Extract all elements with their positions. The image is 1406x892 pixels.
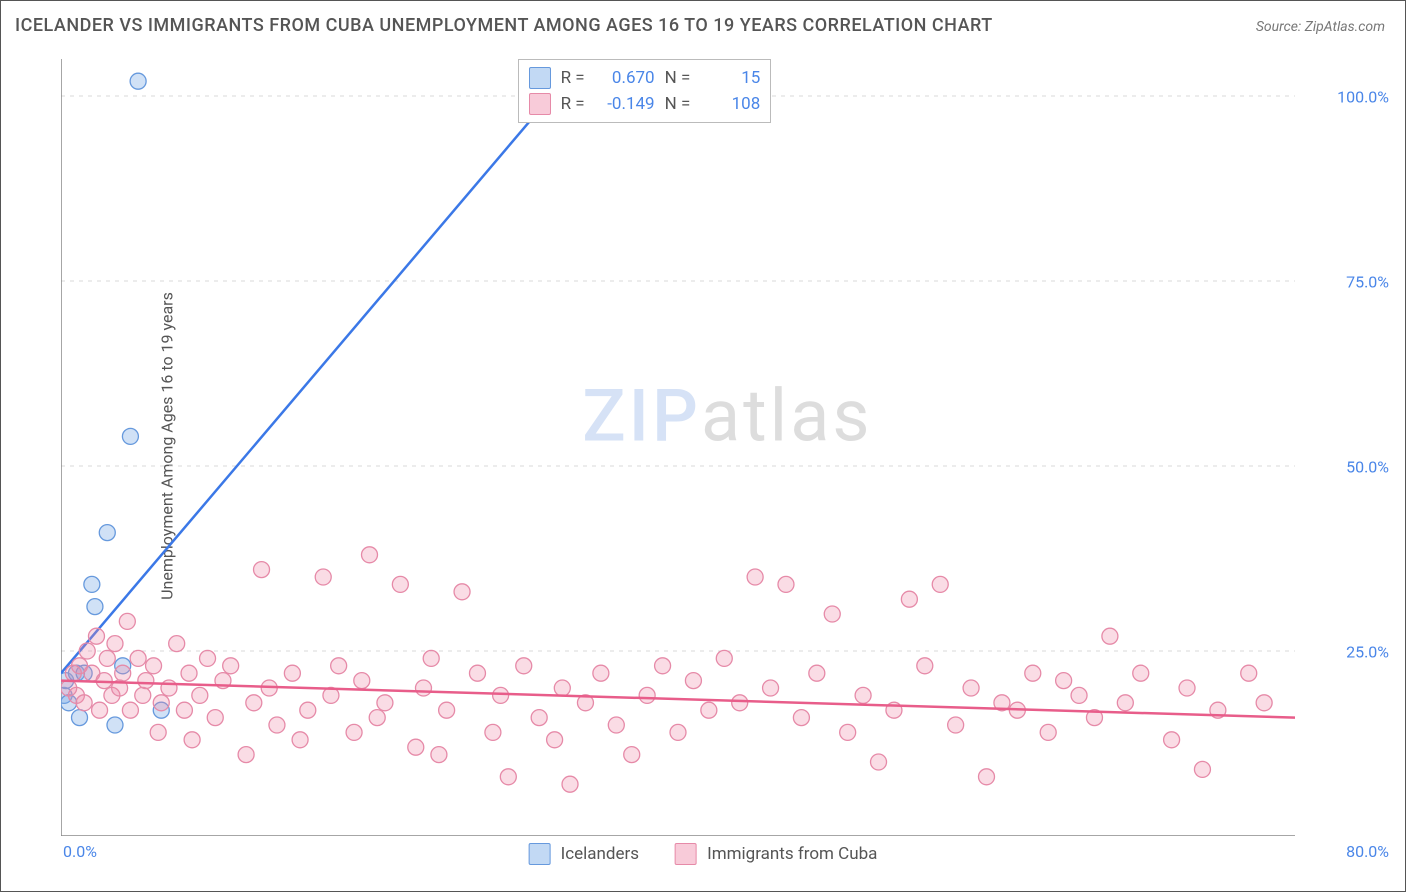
y-tick-label: 25.0% <box>1346 643 1389 662</box>
legend-label: Icelanders <box>561 844 639 864</box>
y-tick-label: 50.0% <box>1346 458 1389 477</box>
swatch-blue-icon <box>529 843 551 865</box>
y-tick-label: 75.0% <box>1346 273 1389 292</box>
swatch-pink-icon <box>529 93 551 115</box>
swatch-blue-icon <box>529 67 551 89</box>
n-value: 15 <box>700 68 760 88</box>
r-label: R = <box>561 68 585 88</box>
stats-row-cuba: R = -0.149 N = 108 <box>529 91 761 117</box>
stats-legend-box: R = 0.670 N = 15 R = -0.149 N = 108 <box>518 59 772 123</box>
chart-title: ICELANDER VS IMMIGRANTS FROM CUBA UNEMPL… <box>15 15 993 36</box>
series-legend: Icelanders Immigrants from Cuba <box>529 843 878 865</box>
chart-container: ICELANDER VS IMMIGRANTS FROM CUBA UNEMPL… <box>0 0 1406 892</box>
r-value: 0.670 <box>595 68 655 88</box>
n-value: 108 <box>700 94 760 114</box>
legend-item-cuba: Immigrants from Cuba <box>675 843 877 865</box>
n-label: N = <box>665 68 691 88</box>
x-tick-label: 0.0% <box>63 842 97 861</box>
r-value: -0.149 <box>595 94 655 114</box>
y-tick-label: 100.0% <box>1337 88 1389 107</box>
n-label: N = <box>665 94 691 114</box>
scatter-svg <box>61 59 1295 836</box>
swatch-pink-icon <box>675 843 697 865</box>
r-label: R = <box>561 94 585 114</box>
source-attribution: Source: ZipAtlas.com <box>1256 19 1385 35</box>
x-tick-label: 80.0% <box>1346 842 1389 861</box>
legend-item-icelanders: Icelanders <box>529 843 639 865</box>
stats-row-icelanders: R = 0.670 N = 15 <box>529 65 761 91</box>
plot-area: ZIPatlas R = 0.670 N = 15 R = -0.149 N =… <box>61 59 1295 836</box>
legend-label: Immigrants from Cuba <box>707 844 877 864</box>
